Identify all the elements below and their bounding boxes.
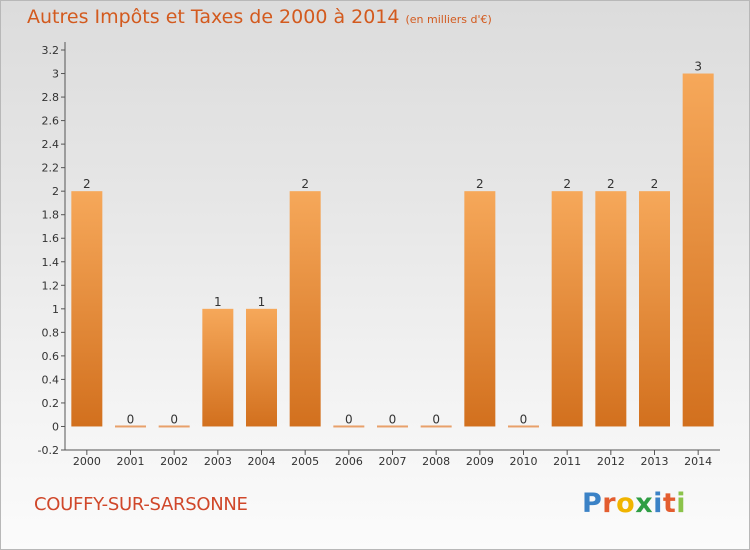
bar — [551, 191, 583, 427]
y-tick-label: 3.2 — [42, 44, 60, 57]
y-tick-label: 2 — [52, 185, 59, 198]
title-text: Autres Impôts et Taxes de 2000 à 2014 — [27, 6, 400, 28]
logo-letter: o — [616, 488, 636, 519]
logo-letter: x — [635, 488, 654, 519]
logo-letter: i — [653, 488, 663, 519]
x-tick-label: 2011 — [553, 455, 581, 468]
y-tick-label: 1.2 — [42, 279, 60, 292]
bar — [464, 191, 496, 427]
bar — [246, 308, 277, 427]
bar — [508, 425, 539, 428]
y-tick-label: 2.4 — [42, 138, 60, 151]
chart-subtitle: (en milliers d'€) — [405, 13, 492, 26]
x-tick-label: 2000 — [73, 455, 101, 468]
x-tick-label: 2001 — [117, 455, 145, 468]
x-tick-label: 2006 — [335, 455, 363, 468]
y-tick-label: 0.6 — [42, 350, 60, 363]
bar — [682, 73, 714, 427]
data-label: 2 — [301, 177, 309, 191]
logo-letter: r — [602, 488, 617, 519]
y-tick-label: 0.8 — [42, 326, 60, 339]
y-tick-label: 1 — [52, 303, 59, 316]
y-tick-label: 3 — [52, 68, 59, 81]
data-label: 2 — [476, 177, 484, 191]
logo-letter: i — [676, 488, 687, 519]
bar — [595, 191, 627, 427]
bar — [639, 191, 670, 427]
x-tick-label: 2014 — [684, 455, 712, 468]
data-label: 0 — [432, 412, 440, 426]
data-label: 1 — [214, 295, 222, 309]
x-tick-label: 2012 — [597, 455, 625, 468]
y-tick-label: -0.2 — [38, 444, 59, 457]
data-label: 1 — [258, 295, 266, 309]
chart-title: Autres Impôts et Taxes de 2000 à 2014 (en… — [27, 6, 492, 28]
y-tick-label: 1.8 — [42, 209, 60, 222]
bar — [202, 308, 234, 427]
y-tick-label: 2.6 — [42, 115, 60, 128]
bar — [289, 191, 321, 427]
data-label: 0 — [345, 412, 353, 426]
bar — [377, 425, 408, 428]
x-tick-label: 2009 — [466, 455, 494, 468]
data-label: 2 — [607, 177, 615, 191]
data-label: 0 — [170, 412, 178, 426]
x-tick-label: 2005 — [291, 455, 319, 468]
data-label: 3 — [694, 60, 702, 74]
logo-letter: P — [582, 488, 603, 519]
x-tick-label: 2008 — [422, 455, 450, 468]
data-label: 0 — [127, 412, 135, 426]
x-tick-label: 2007 — [379, 455, 407, 468]
bar — [158, 425, 190, 428]
bar — [333, 425, 365, 428]
bar — [420, 425, 452, 428]
data-label: 2 — [651, 177, 659, 191]
bar — [115, 425, 146, 428]
y-tick-label: 1.4 — [42, 256, 60, 269]
x-tick-label: 2002 — [160, 455, 188, 468]
proxiti-logo: Proxiti — [582, 488, 686, 519]
y-tick-label: 0.2 — [42, 397, 60, 410]
y-tick-label: 2.8 — [42, 91, 60, 104]
bar — [71, 191, 103, 427]
data-label: 2 — [83, 177, 91, 191]
x-tick-label: 2004 — [248, 455, 276, 468]
x-tick-label: 2003 — [204, 455, 232, 468]
x-tick-label: 2013 — [641, 455, 669, 468]
data-label: 0 — [520, 412, 528, 426]
data-label: 0 — [389, 412, 397, 426]
x-tick-label: 2010 — [510, 455, 538, 468]
y-tick-label: 1.6 — [42, 232, 60, 245]
y-tick-label: 0 — [52, 420, 59, 433]
y-tick-label: 0.4 — [42, 373, 60, 386]
data-label: 2 — [563, 177, 571, 191]
logo-letter: t — [662, 488, 677, 519]
y-tick-label: 2.2 — [42, 162, 60, 175]
commune-name: COUFFY-SUR-SARSONNE — [34, 494, 248, 515]
